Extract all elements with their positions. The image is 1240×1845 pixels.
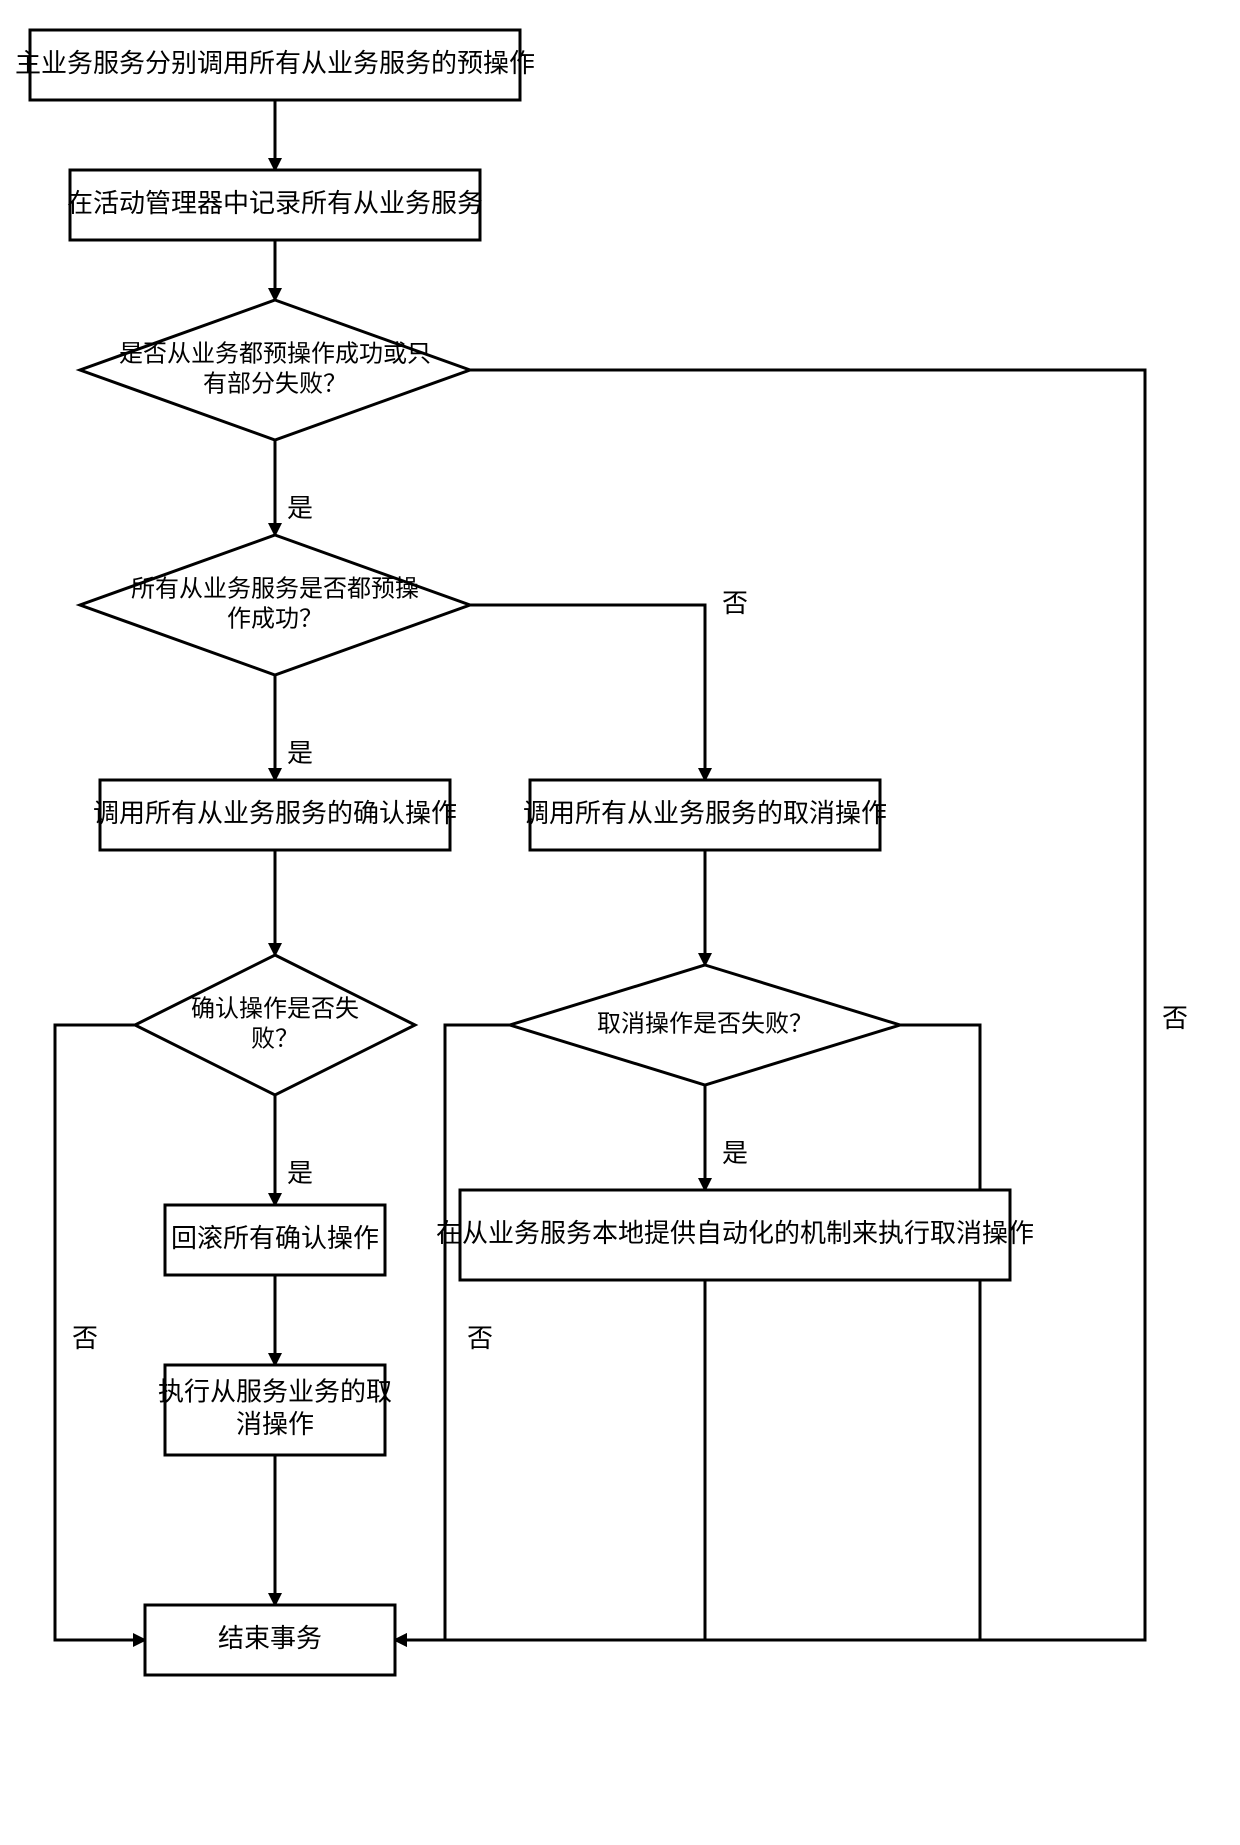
flow-node-n3: 调用所有从业务服务的确认操作 (93, 780, 457, 850)
flow-node-n2: 在活动管理器中记录所有从业务服务 (67, 170, 483, 240)
node-text: 所有从业务服务是否都预操 (131, 575, 419, 602)
node-text: 回滚所有确认操作 (171, 1223, 379, 1253)
node-text: 执行从服务业务的取 (158, 1377, 392, 1407)
node-text: 调用所有从业务服务的确认操作 (93, 798, 457, 828)
flow-node-d2: 所有从业务服务是否都预操作成功？ (80, 535, 470, 675)
node-text: 在活动管理器中记录所有从业务服务 (67, 188, 483, 218)
node-text: 取消操作是否失败？ (597, 1010, 813, 1037)
flow-node-n5: 回滚所有确认操作 (165, 1205, 385, 1275)
node-text: 调用所有从业务服务的取消操作 (523, 798, 887, 828)
node-text: 是否从业务都预操作成功或只 (119, 340, 431, 367)
edge-label: 否 (722, 588, 748, 618)
node-text: 确认操作是否失 (191, 995, 359, 1022)
flow-node-n4: 调用所有从业务服务的取消操作 (523, 780, 887, 850)
flow-node-n7: 执行从服务业务的取消操作 (158, 1365, 392, 1455)
node-text: 结束事务 (218, 1623, 322, 1653)
node-text: 主业务服务分别调用所有从业务服务的预操作 (15, 48, 535, 78)
flow-node-n8: 结束事务 (145, 1605, 395, 1675)
edge-label: 是 (287, 493, 313, 523)
node-text: 消操作 (236, 1409, 314, 1439)
flow-node-d4: 取消操作是否失败？ (510, 965, 900, 1085)
edge-label: 否 (467, 1323, 493, 1353)
flow-node-d1: 是否从业务都预操作成功或只有部分失败？ (80, 300, 470, 440)
node-text: 有部分失败？ (203, 370, 347, 397)
edge-label: 否 (72, 1323, 98, 1353)
flow-edge (395, 1280, 705, 1640)
node-text: 作成功？ (227, 605, 323, 632)
flow-node-d3: 确认操作是否失败？ (135, 955, 415, 1095)
flow-edge (55, 1025, 145, 1640)
edge-label: 是 (287, 738, 313, 768)
flow-edge (900, 1025, 980, 1640)
node-text: 在从业务服务本地提供自动化的机制来执行取消操作 (436, 1218, 1034, 1248)
flow-node-n6: 在从业务服务本地提供自动化的机制来执行取消操作 (436, 1190, 1034, 1280)
flowchart-svg: 是是是否是否否否主业务服务分别调用所有从业务服务的预操作在活动管理器中记录所有从… (0, 0, 1240, 1845)
edge-label: 是 (287, 1158, 313, 1188)
flow-edge (470, 605, 705, 780)
edge-label: 是 (722, 1138, 748, 1168)
node-text: 败？ (251, 1025, 299, 1052)
flow-node-n1: 主业务服务分别调用所有从业务服务的预操作 (15, 30, 535, 100)
edge-label: 否 (1162, 1003, 1188, 1033)
